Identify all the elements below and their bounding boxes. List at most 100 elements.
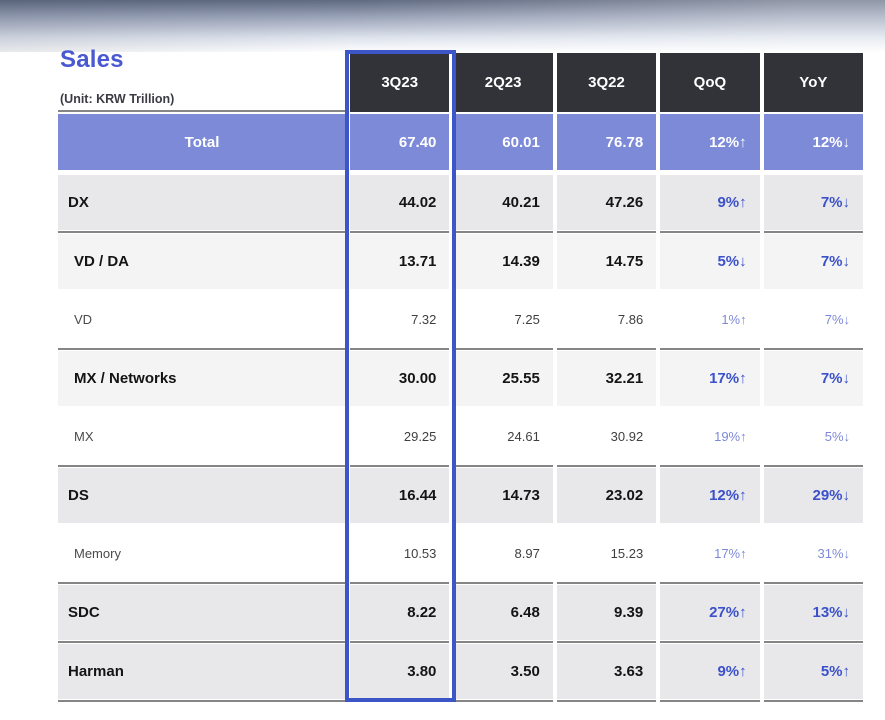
separator-segment [58,641,346,643]
separator-segment [350,641,450,643]
cell-3q23: 30.00 [350,351,450,406]
row-separator-line [58,230,864,234]
cell-yoy: 5%↓ [763,409,864,464]
row-label: DX [58,175,346,230]
row-label: MX / Networks [58,351,346,406]
cell-yoy: 7%↓ [763,292,864,347]
separator-segment [763,348,864,350]
separator-segment [453,700,553,702]
cell-3q22: 47.26 [556,175,657,230]
cell-3q23: 3.80 [350,644,450,699]
cell-3q23: 16.44 [350,468,450,523]
table-row-total: Total 67.40 60.01 76.78 12%↑ 12%↓ [58,114,864,170]
cell-3q23: 7.32 [350,292,450,347]
cell-3q23: 44.02 [350,175,450,230]
separator-segment [58,465,346,467]
separator-segment [58,582,346,584]
cell-yoy: 7%↓ [763,175,864,230]
row-separator-line [58,640,864,644]
cell-qoq: 17%↑ [660,351,760,406]
separator-segment [660,465,760,467]
table-header-row: 3Q23 2Q23 3Q22 QoQ YoY [58,53,864,112]
cell-3q23: 67.40 [350,114,450,170]
separator-segment [58,348,346,350]
cell-qoq: 12%↑ [660,114,760,170]
cell-3q22: 76.78 [556,114,657,170]
column-header-3q23: 3Q23 [350,53,450,112]
separator-segment [453,465,553,467]
separator-segment [660,231,760,233]
cell-yoy: 29%↓ [763,468,864,523]
table-row-vd: VD 7.32 7.25 7.86 1%↑ 7%↓ [58,292,864,347]
cell-3q23: 13.71 [350,234,450,289]
table-bottom-border [58,699,864,703]
cell-2q23: 25.55 [453,351,553,406]
separator-segment [556,231,657,233]
row-label: Total [58,114,346,170]
table-row-memory: Memory 10.53 8.97 15.23 17%↑ 31%↓ [58,526,864,581]
cell-yoy: 7%↓ [763,234,864,289]
unit-label: (Unit: KRW Trillion) [60,92,175,106]
cell-2q23: 40.21 [453,175,553,230]
table-row-sdc: SDC 8.22 6.48 9.39 27%↑ 13%↓ [58,585,864,640]
label-column-header [58,53,346,112]
cell-yoy: 5%↑ [763,644,864,699]
page-title: Sales [60,46,124,73]
column-header-3q22: 3Q22 [556,53,657,112]
separator-segment [556,700,657,702]
column-header-yoy: YoY [763,53,864,112]
separator-segment [556,582,657,584]
cell-3q22: 7.86 [556,292,657,347]
row-separator-line [58,581,864,585]
table-row-harman: Harman 3.80 3.50 3.63 9%↑ 5%↑ [58,644,864,699]
separator-segment [350,465,450,467]
table-row-dx: DX 44.02 40.21 47.26 9%↑ 7%↓ [58,175,864,230]
separator-segment [660,348,760,350]
separator-segment [763,700,864,702]
cell-qoq: 9%↑ [660,644,760,699]
row-label: VD / DA [58,234,346,289]
row-label: DS [58,468,346,523]
row-label: SDC [58,585,346,640]
table-body: Total 67.40 60.01 76.78 12%↑ 12%↓ DX 44.02 40.21… [58,114,864,703]
cell-3q22: 32.21 [556,351,657,406]
page-top-gradient [0,0,885,52]
cell-2q23: 6.48 [453,585,553,640]
separator-segment [660,700,760,702]
cell-2q23: 14.73 [453,468,553,523]
cell-2q23: 8.97 [453,526,553,581]
sales-table: 3Q23 2Q23 3Q22 QoQ YoY Total 67.40 60.01 76.78 1… [58,53,864,703]
cell-3q22: 9.39 [556,585,657,640]
cell-qoq: 12%↑ [660,468,760,523]
separator-segment [350,231,450,233]
row-label: Harman [58,644,346,699]
separator-segment [350,582,450,584]
cell-2q23: 60.01 [453,114,553,170]
cell-2q23: 24.61 [453,409,553,464]
cell-3q23: 10.53 [350,526,450,581]
cell-3q22: 23.02 [556,468,657,523]
cell-3q23: 29.25 [350,409,450,464]
table-row-vd-da: VD / DA 13.71 14.39 14.75 5%↓ 7%↓ [58,234,864,289]
cell-3q23: 8.22 [350,585,450,640]
separator-segment [350,348,450,350]
separator-segment [763,582,864,584]
separator-segment [350,700,450,702]
cell-qoq: 19%↑ [660,409,760,464]
separator-segment [763,231,864,233]
cell-3q22: 3.63 [556,644,657,699]
separator-segment [660,582,760,584]
cell-yoy: 7%↓ [763,351,864,406]
cell-3q22: 14.75 [556,234,657,289]
row-separator-line [58,347,864,351]
row-label: VD [58,292,346,347]
cell-qoq: 1%↑ [660,292,760,347]
column-header-qoq: QoQ [660,53,760,112]
cell-2q23: 7.25 [453,292,553,347]
separator-segment [453,348,553,350]
row-separator-line [58,464,864,468]
separator-segment [453,582,553,584]
separator-segment [453,641,553,643]
cell-yoy: 12%↓ [763,114,864,170]
